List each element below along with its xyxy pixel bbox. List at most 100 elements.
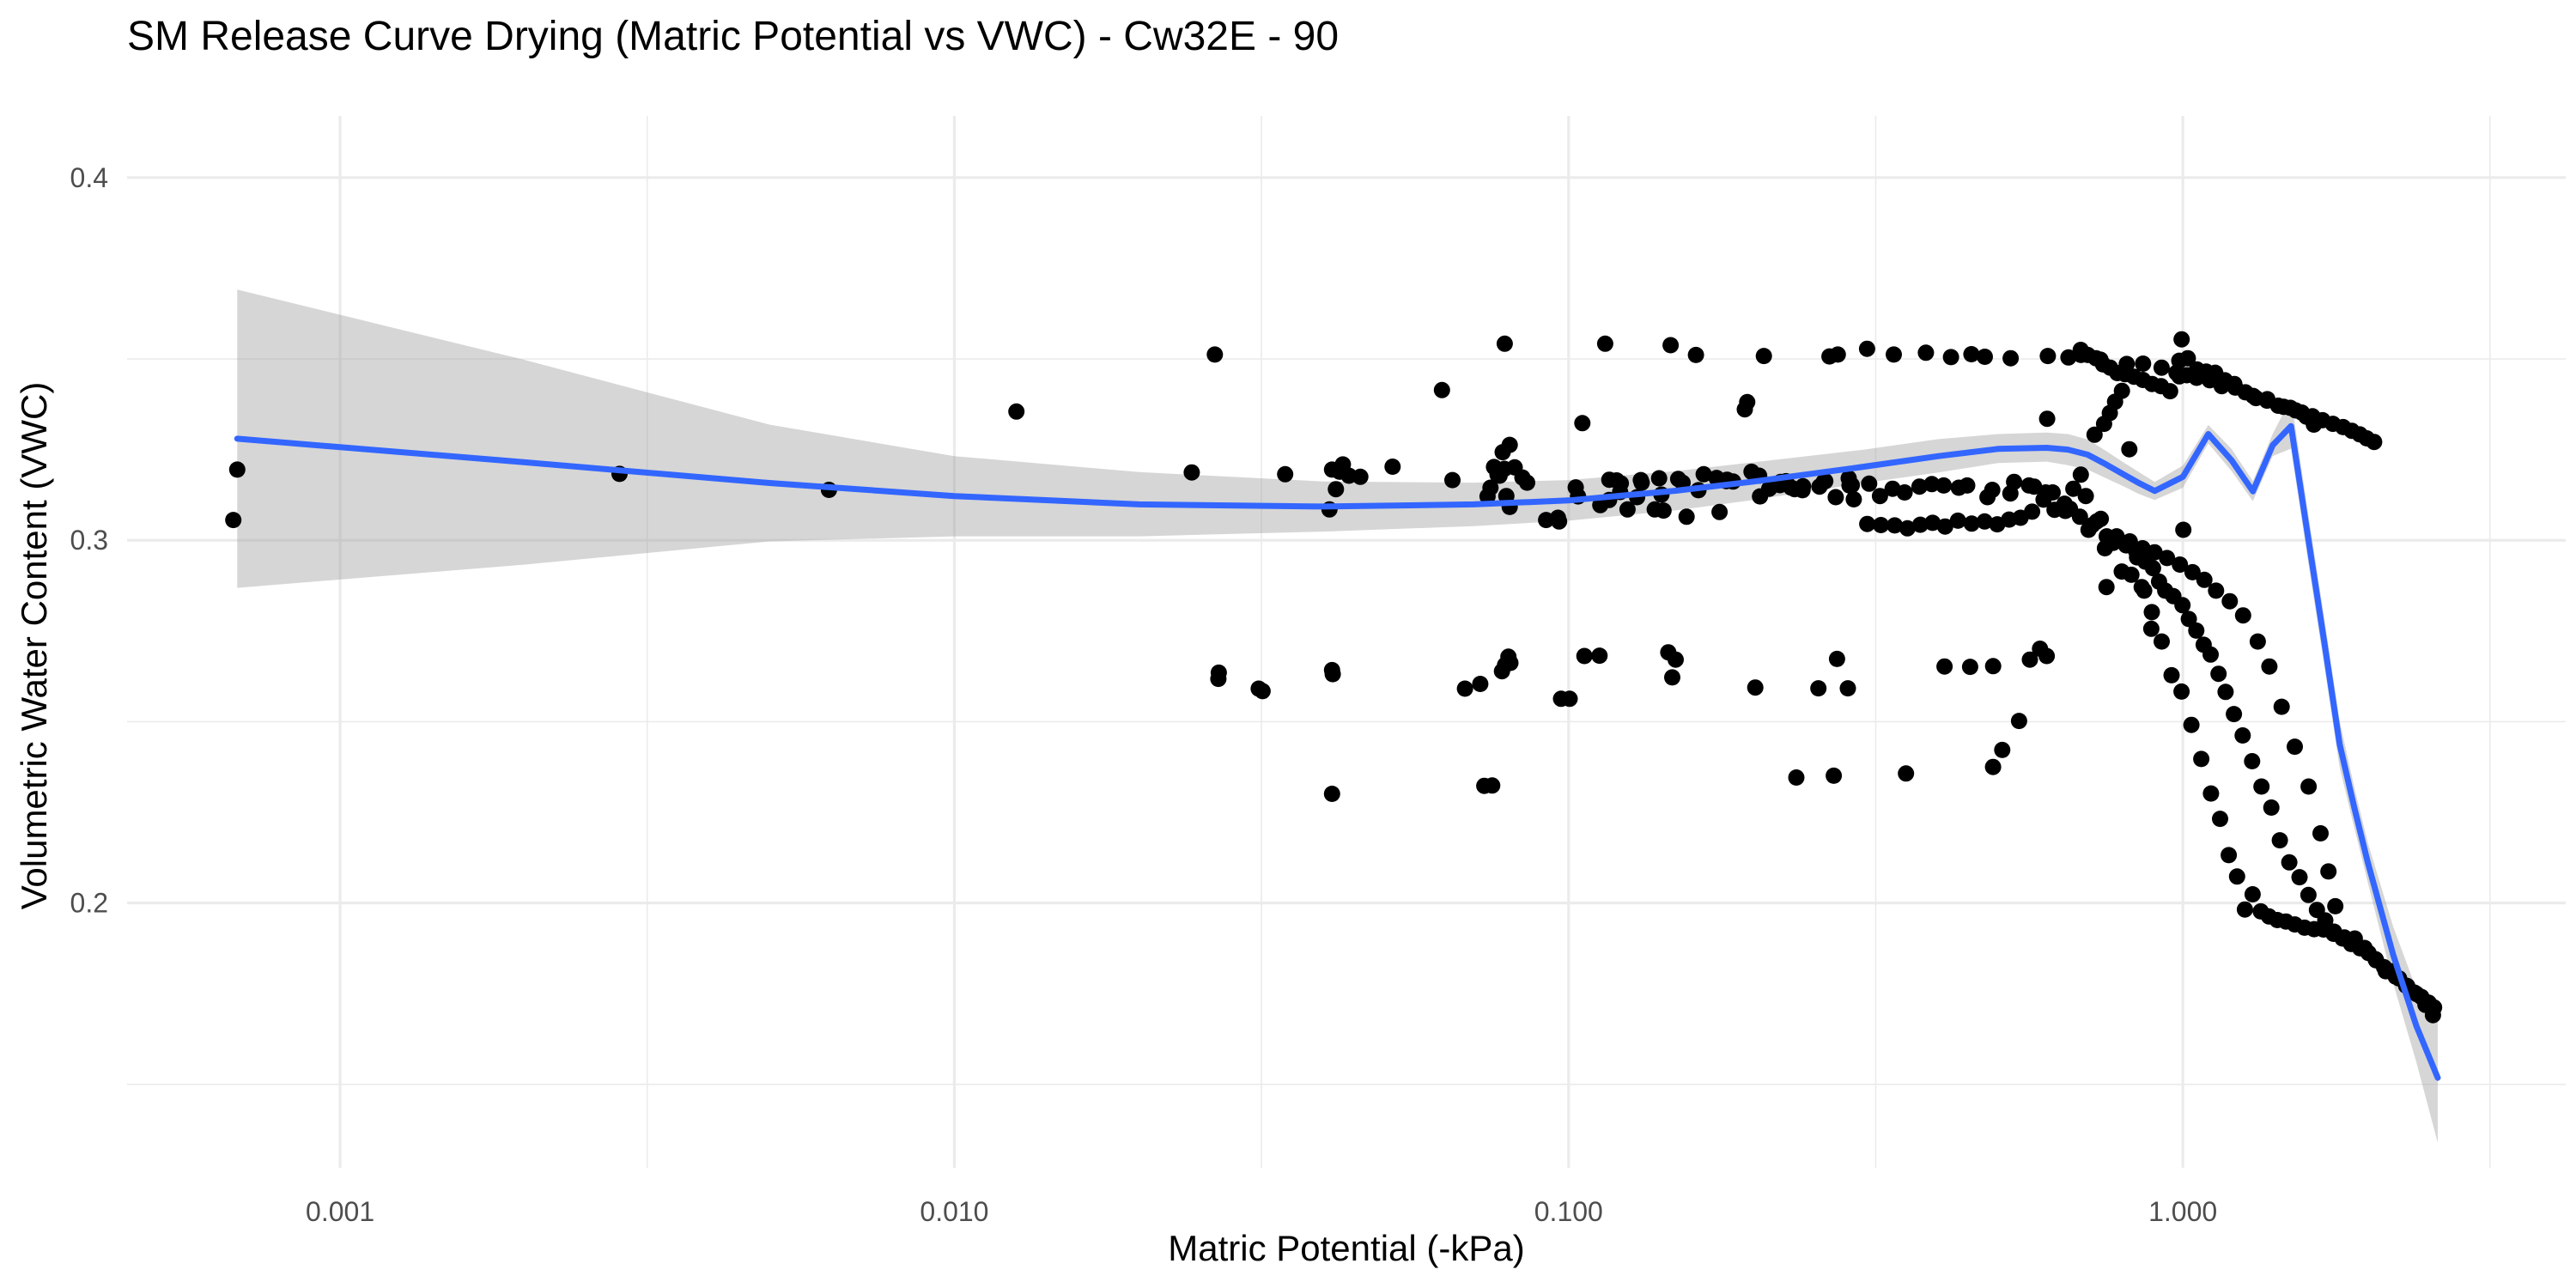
- data-point: [1752, 488, 1769, 505]
- data-point: [1444, 471, 1461, 489]
- data-point: [1886, 517, 1904, 534]
- data-point: [1662, 337, 1680, 354]
- data-point: [1650, 470, 1668, 487]
- data-point: [1826, 767, 1843, 784]
- data-point: [1206, 346, 1224, 363]
- data-point: [2184, 563, 2201, 580]
- data-point: [2060, 349, 2077, 366]
- data-point: [1839, 680, 1856, 697]
- data-point: [1484, 777, 1501, 794]
- data-point: [2263, 799, 2280, 816]
- data-point: [1669, 471, 1686, 488]
- data-point: [2312, 825, 2329, 841]
- data-point: [1841, 477, 1858, 494]
- data-point: [2024, 503, 2041, 520]
- data-point: [1472, 676, 1489, 692]
- data-point: [2208, 582, 2225, 599]
- x-axis-title: Matric Potential (-kPa): [1168, 1228, 1524, 1268]
- data-point: [2234, 607, 2251, 624]
- data-point: [1827, 489, 1844, 506]
- data-point: [2253, 778, 2270, 795]
- data-point: [2173, 331, 2190, 348]
- data-point: [2123, 566, 2140, 583]
- data-point: [2261, 658, 2278, 675]
- data-point: [1619, 501, 1636, 518]
- data-point: [1668, 651, 1684, 668]
- data-point: [2281, 854, 2298, 871]
- data-point: [1815, 473, 1832, 490]
- data-point: [1433, 381, 1450, 398]
- data-point: [2271, 832, 2288, 849]
- chart-title: SM Release Curve Drying (Matric Potentia…: [127, 14, 1339, 59]
- data-point: [1810, 680, 1827, 697]
- data-point: [2159, 550, 2176, 567]
- y-tick-label: 0.2: [70, 888, 108, 919]
- data-point: [1911, 478, 1928, 495]
- data-point: [1747, 679, 1764, 696]
- data-point: [1519, 474, 1535, 491]
- data-point: [1994, 741, 2011, 758]
- data-point: [1873, 517, 1889, 533]
- data-point: [2317, 912, 2334, 929]
- tick-labels: 0.001 0.010 0.100 1.000 0.2 0.3 0.4: [70, 162, 2218, 1227]
- data-point: [1984, 758, 2002, 775]
- data-point: [2212, 811, 2228, 828]
- data-point: [1711, 503, 1728, 520]
- data-point: [2244, 886, 2261, 902]
- x-tick-label: 1.000: [2148, 1196, 2217, 1227]
- data-point: [2020, 477, 2038, 494]
- data-point: [2065, 480, 2082, 497]
- data-point: [1961, 659, 1978, 676]
- data-point: [2249, 633, 2266, 650]
- y-tick-label: 0.4: [70, 162, 108, 193]
- data-point: [1976, 513, 1993, 530]
- data-point: [2221, 847, 2238, 864]
- data-point: [2161, 383, 2178, 400]
- data-point: [1708, 470, 1725, 487]
- data-point: [1871, 488, 1888, 505]
- data-point: [2113, 382, 2130, 399]
- confidence-band: [237, 289, 2438, 1143]
- data-point: [2193, 750, 2210, 768]
- data-point: [1183, 464, 1200, 481]
- data-point: [2002, 349, 2020, 367]
- data-point: [2039, 348, 2057, 365]
- data-point: [2163, 666, 2180, 683]
- y-axis-title: Volumetric Water Content (VWC): [14, 382, 54, 910]
- data-point: [2038, 647, 2056, 665]
- data-point: [1576, 647, 1593, 665]
- data-point: [2175, 521, 2192, 538]
- data-point: [228, 461, 246, 478]
- data-point: [2196, 571, 2213, 588]
- data-point: [1596, 335, 1613, 352]
- data-point: [1861, 475, 1878, 492]
- data-point: [1489, 466, 1506, 483]
- data-point: [2153, 359, 2170, 376]
- data-point: [1963, 346, 1980, 362]
- data-point: [2010, 713, 2027, 730]
- data-point: [1250, 680, 1267, 697]
- data-point: [1858, 340, 1875, 357]
- data-point: [1482, 479, 1499, 496]
- data-point: [2327, 897, 2344, 914]
- data-point: [1936, 518, 1953, 535]
- data-point: [2173, 683, 2190, 700]
- data-point: [1743, 463, 1760, 480]
- data-point: [2072, 466, 2089, 483]
- data-point: [1210, 671, 1227, 688]
- data-point: [2038, 410, 2056, 428]
- data-point: [2210, 665, 2227, 683]
- data-point: [1783, 479, 1800, 496]
- data-point: [1917, 344, 1935, 361]
- scatter-points: [225, 331, 2443, 1024]
- data-point: [2179, 349, 2196, 367]
- x-tick-label: 0.001: [306, 1196, 374, 1227]
- data-point: [2202, 646, 2219, 663]
- data-point: [1552, 690, 1570, 708]
- data-point: [2291, 869, 2308, 886]
- data-point: [2217, 683, 2234, 701]
- data-point: [2300, 886, 2317, 903]
- data-point: [1574, 415, 1591, 432]
